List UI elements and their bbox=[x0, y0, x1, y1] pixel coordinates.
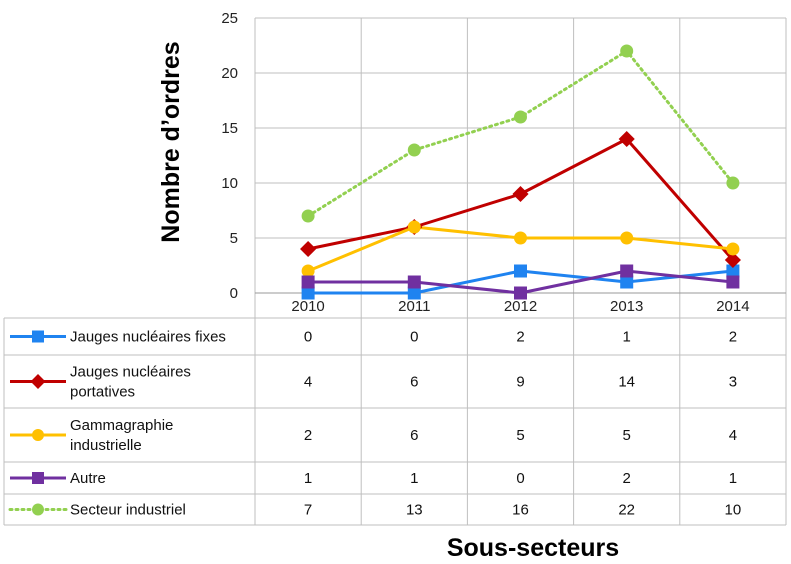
table-cell-value: 14 bbox=[618, 374, 635, 391]
table-cell-value: 1 bbox=[623, 329, 631, 346]
data-point bbox=[726, 275, 740, 289]
data-point bbox=[512, 185, 529, 203]
table-cell-value: 13 bbox=[406, 502, 423, 519]
data-point bbox=[620, 44, 634, 58]
table-cell-value: 0 bbox=[304, 329, 312, 346]
data-point bbox=[301, 286, 315, 300]
table-cell-value: 16 bbox=[512, 502, 529, 519]
data-point bbox=[620, 231, 634, 245]
data-point bbox=[407, 275, 421, 289]
data-point bbox=[620, 264, 634, 278]
data-point bbox=[301, 264, 315, 278]
y-axis-ticks: 0 5 10 15 20 25 bbox=[221, 10, 238, 302]
table-cell-value: 4 bbox=[729, 427, 737, 444]
data-point bbox=[514, 231, 527, 245]
table-cell-value: 0 bbox=[410, 329, 418, 346]
table-cell-value: 2 bbox=[623, 470, 631, 487]
x-tick-label: 2010 bbox=[291, 298, 324, 315]
data-point bbox=[724, 251, 741, 269]
data-point bbox=[301, 209, 315, 223]
table-cell-value: 2 bbox=[516, 329, 524, 346]
x-tick-label: 2011 bbox=[398, 298, 430, 315]
data-point bbox=[407, 286, 421, 300]
data-point bbox=[407, 220, 421, 234]
y-tick-label: 5 bbox=[230, 230, 238, 247]
table-cell-value: 10 bbox=[725, 502, 742, 519]
legend-label: Gammagraphie bbox=[70, 417, 173, 434]
table-cell-value: 3 bbox=[729, 374, 737, 391]
data-point bbox=[726, 176, 740, 190]
chart-gridlines bbox=[254, 17, 787, 525]
x-tick-label: 2013 bbox=[610, 298, 643, 315]
legend-label: Autre bbox=[70, 470, 106, 487]
table-cell-value: 1 bbox=[729, 470, 737, 487]
legend-key bbox=[8, 503, 68, 516]
y-axis-label: Nombre d’ordres bbox=[157, 41, 185, 242]
table-cell-value: 2 bbox=[729, 329, 737, 346]
y-tick-label: 0 bbox=[230, 285, 238, 302]
data-point bbox=[407, 143, 421, 157]
legend-marker bbox=[30, 374, 46, 389]
data-point bbox=[514, 264, 527, 278]
legend-key bbox=[10, 330, 66, 343]
table-cell-value: 5 bbox=[623, 427, 631, 444]
legend-label: Secteur industriel bbox=[70, 502, 186, 519]
data-point bbox=[514, 286, 527, 300]
y-tick-label: 15 bbox=[221, 120, 238, 137]
y-tick-label: 10 bbox=[221, 175, 238, 192]
table-cell-value: 1 bbox=[410, 470, 418, 487]
table-cell-value: 22 bbox=[618, 502, 635, 519]
x-tick-label: 2014 bbox=[716, 298, 749, 315]
table-cell-value: 9 bbox=[516, 374, 524, 391]
legend-label: portatives bbox=[70, 384, 135, 401]
x-axis-label: Sous-secteurs bbox=[447, 534, 619, 562]
legend-marker bbox=[32, 330, 44, 343]
legend-marker bbox=[32, 429, 44, 441]
legend-label: Jauges nucléaires bbox=[70, 364, 191, 381]
data-point bbox=[726, 264, 740, 278]
y-tick-label: 20 bbox=[221, 65, 238, 82]
legend-label: Jauges nucléaires fixes bbox=[70, 329, 226, 346]
legend-marker bbox=[32, 503, 44, 516]
legend-key bbox=[10, 374, 66, 389]
x-tick-label: 2012 bbox=[504, 298, 537, 315]
legend-key bbox=[10, 429, 66, 441]
table-cell-value: 0 bbox=[516, 470, 524, 487]
legend-label: industrielle bbox=[70, 437, 142, 454]
y-tick-label: 25 bbox=[221, 10, 238, 27]
data-point bbox=[300, 240, 317, 258]
table-cell-value: 7 bbox=[304, 502, 312, 519]
table-cell-value: 4 bbox=[304, 374, 312, 391]
table-cell-value: 2 bbox=[304, 427, 312, 444]
data-point bbox=[726, 242, 740, 256]
legend-marker bbox=[32, 472, 44, 484]
data-point bbox=[618, 130, 635, 148]
chart-series bbox=[300, 44, 741, 300]
data-point bbox=[514, 110, 527, 124]
data-point bbox=[301, 275, 315, 289]
table-cell-value: 1 bbox=[304, 470, 312, 487]
data-point bbox=[620, 275, 634, 289]
legend-key bbox=[10, 472, 66, 484]
table-cell-value: 6 bbox=[410, 427, 418, 444]
table-cell-value: 6 bbox=[410, 374, 418, 391]
table-cell-value: 5 bbox=[516, 427, 524, 444]
